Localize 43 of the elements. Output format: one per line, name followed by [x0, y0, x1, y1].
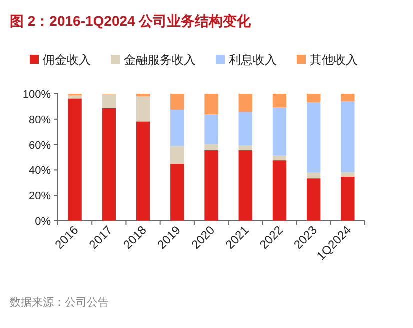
bar: [102, 94, 116, 108]
bar: [238, 94, 252, 112]
bar: [204, 150, 218, 221]
legend-label: 金融服务收入: [124, 53, 196, 67]
bar: [170, 110, 184, 146]
bar: [102, 108, 116, 221]
source-note: 数据来源：公司公告: [10, 296, 109, 309]
bar: [307, 94, 321, 102]
y-tick-label: 20%: [28, 190, 52, 203]
bar: [204, 114, 218, 144]
bar: [136, 96, 150, 122]
bar: [238, 112, 252, 146]
bar: [307, 172, 321, 179]
bar: [307, 102, 321, 173]
bar: [341, 94, 355, 102]
bar: [341, 101, 355, 172]
y-tick-label: 40%: [28, 165, 52, 178]
legend-label: 其他收入: [310, 53, 358, 67]
bar: [341, 176, 355, 221]
legend-label: 利息收入: [229, 53, 277, 67]
chart-title: 图 2：2016-1Q2024 公司业务结构变化: [10, 13, 252, 29]
bar: [272, 156, 287, 161]
y-tick-label: 80%: [28, 114, 52, 126]
bar: [238, 146, 252, 151]
bar: [272, 160, 287, 221]
bar: [272, 94, 287, 108]
bar: [204, 94, 218, 115]
bar: [204, 144, 218, 151]
bar: [307, 178, 321, 221]
y-tick-label: 100%: [22, 89, 52, 101]
bar: [238, 150, 252, 221]
bar: [170, 94, 184, 110]
bar: [341, 172, 355, 177]
bar: [136, 122, 150, 221]
bar: [68, 96, 82, 99]
bar: [272, 108, 287, 156]
y-tick-label: 0%: [35, 216, 52, 228]
y-tick-label: 60%: [28, 140, 52, 152]
legend-label: 佣金收入: [43, 53, 91, 67]
bar: [136, 94, 150, 97]
bar: [68, 98, 82, 221]
bar: [170, 146, 184, 164]
bar: [170, 164, 184, 221]
